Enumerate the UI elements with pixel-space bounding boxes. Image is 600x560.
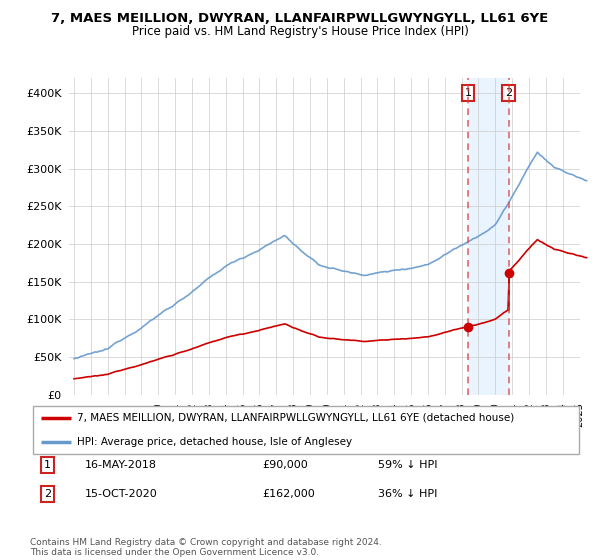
Text: Price paid vs. HM Land Registry's House Price Index (HPI): Price paid vs. HM Land Registry's House … [131, 25, 469, 38]
Text: £162,000: £162,000 [262, 489, 314, 499]
Text: £90,000: £90,000 [262, 460, 308, 470]
Text: 59% ↓ HPI: 59% ↓ HPI [378, 460, 437, 470]
Bar [580, 78, 588, 395]
Text: 1: 1 [464, 88, 472, 98]
Text: 16-MAY-2018: 16-MAY-2018 [85, 460, 157, 470]
Text: 1: 1 [44, 460, 51, 470]
Text: 2: 2 [44, 489, 51, 499]
Text: Contains HM Land Registry data © Crown copyright and database right 2024.
This d: Contains HM Land Registry data © Crown c… [30, 538, 382, 557]
Text: HPI: Average price, detached house, Isle of Anglesey: HPI: Average price, detached house, Isle… [77, 437, 352, 447]
Text: 7, MAES MEILLION, DWYRAN, LLANFAIRPWLLGWYNGYLL, LL61 6YE: 7, MAES MEILLION, DWYRAN, LLANFAIRPWLLGW… [52, 12, 548, 25]
Text: 7, MAES MEILLION, DWYRAN, LLANFAIRPWLLGWYNGYLL, LL61 6YE (detached house): 7, MAES MEILLION, DWYRAN, LLANFAIRPWLLGW… [77, 413, 514, 423]
FancyBboxPatch shape [33, 406, 579, 454]
Text: 36% ↓ HPI: 36% ↓ HPI [378, 489, 437, 499]
Text: 15-OCT-2020: 15-OCT-2020 [85, 489, 158, 499]
Bar [468, 78, 509, 395]
Text: 2: 2 [505, 88, 512, 98]
